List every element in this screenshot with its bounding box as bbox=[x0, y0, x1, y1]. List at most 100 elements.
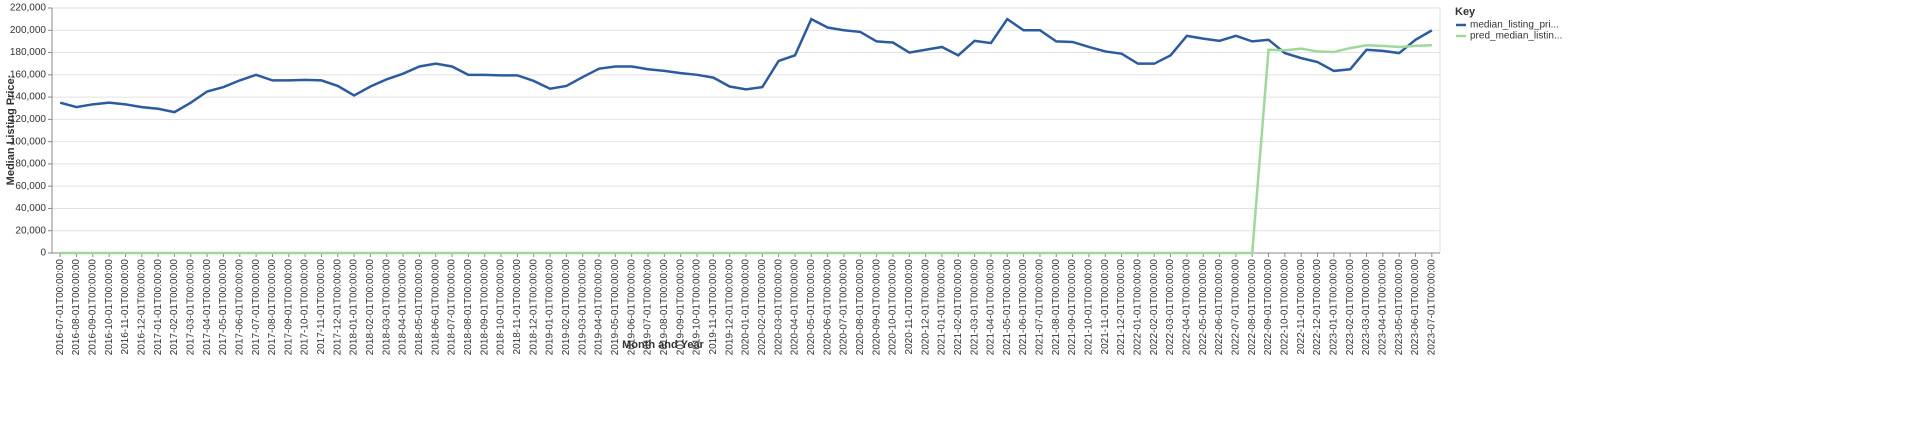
x-tick-label: 2019-04-01T00:00:00 bbox=[594, 259, 605, 356]
x-tick-label: 2021-05-01T00:00:00 bbox=[1002, 259, 1013, 356]
x-tick-label: 2017-01-01T00:00:00 bbox=[153, 259, 164, 356]
x-tick-label: 2018-06-01T00:00:00 bbox=[430, 259, 441, 356]
series-line bbox=[59, 17, 1433, 114]
x-tick-label: 2016-10-01T00:00:00 bbox=[104, 259, 115, 356]
x-tick-label: 2022-01-01T00:00:00 bbox=[1133, 259, 1144, 356]
x-tick-label: 2019-07-01T00:00:00 bbox=[643, 259, 654, 356]
y-tick-label: 40,000 bbox=[15, 203, 46, 214]
x-tick-label: 2023-04-01T00:00:00 bbox=[1377, 259, 1388, 356]
x-tick-label: 2023-03-01T00:00:00 bbox=[1361, 259, 1372, 356]
x-tick-label: 2019-05-01T00:00:00 bbox=[610, 259, 621, 356]
x-tick-label: 2019-12-01T00:00:00 bbox=[724, 259, 735, 356]
x-tick-label: 2022-02-01T00:00:00 bbox=[1149, 259, 1160, 356]
x-tick-label: 2020-03-01T00:00:00 bbox=[773, 259, 784, 356]
y-tick-label: 20,000 bbox=[15, 225, 46, 236]
x-tick-label: 2023-06-01T00:00:00 bbox=[1410, 259, 1421, 356]
y-tick-label: 120,000 bbox=[10, 114, 47, 125]
x-tick-label: 2022-05-01T00:00:00 bbox=[1198, 259, 1209, 356]
x-axis-title: Month and Year bbox=[622, 339, 704, 351]
x-tick-label: 2019-11-01T00:00:00 bbox=[708, 259, 719, 355]
x-tick-label: 2016-12-01T00:00:00 bbox=[136, 259, 147, 356]
x-tick-label: 2018-01-01T00:00:00 bbox=[349, 259, 360, 356]
x-tick-label: 2017-03-01T00:00:00 bbox=[185, 259, 196, 356]
x-tick-label: 2017-10-01T00:00:00 bbox=[300, 259, 311, 356]
y-tick-label: 60,000 bbox=[15, 181, 46, 192]
x-tick-label: 2016-08-01T00:00:00 bbox=[71, 259, 82, 356]
x-tick-label: 2021-11-01T00:00:00 bbox=[1100, 259, 1111, 355]
x-tick-label: 2023-02-01T00:00:00 bbox=[1345, 259, 1356, 356]
x-tick-label: 2017-08-01T00:00:00 bbox=[267, 259, 278, 356]
x-tick-label: 2019-03-01T00:00:00 bbox=[577, 259, 588, 356]
x-tick-label: 2017-12-01T00:00:00 bbox=[332, 259, 343, 356]
x-tick-label: 2021-10-01T00:00:00 bbox=[1084, 259, 1095, 356]
x-tick-label: 2020-02-01T00:00:00 bbox=[757, 259, 768, 356]
x-tick-label: 2018-07-01T00:00:00 bbox=[447, 259, 458, 356]
x-tick-label: 2022-10-01T00:00:00 bbox=[1280, 259, 1291, 356]
x-tick-label: 2019-02-01T00:00:00 bbox=[561, 259, 572, 356]
x-tick-label: 2022-07-01T00:00:00 bbox=[1231, 259, 1242, 356]
x-tick-label: 2020-12-01T00:00:00 bbox=[920, 259, 931, 356]
x-tick-label: 2018-09-01T00:00:00 bbox=[479, 259, 490, 356]
x-tick-label: 2021-06-01T00:00:00 bbox=[1018, 259, 1029, 356]
x-tick-label: 2019-01-01T00:00:00 bbox=[545, 259, 556, 356]
x-tick-label: 2018-10-01T00:00:00 bbox=[496, 259, 507, 356]
y-tick-label: 100,000 bbox=[10, 136, 47, 147]
x-tick-label: 2019-08-01T00:00:00 bbox=[659, 259, 670, 356]
x-tick-label: 2022-04-01T00:00:00 bbox=[1182, 259, 1193, 356]
legend-label: pred_median_listin... bbox=[1470, 31, 1562, 42]
x-tick-label: 2020-01-01T00:00:00 bbox=[741, 259, 752, 356]
x-tick-label: 2017-05-01T00:00:00 bbox=[218, 259, 229, 356]
x-tick-label: 2022-09-01T00:00:00 bbox=[1263, 259, 1274, 356]
x-tick-label: 2021-07-01T00:00:00 bbox=[1035, 259, 1046, 356]
x-tick-label: 2021-04-01T00:00:00 bbox=[986, 259, 997, 356]
x-tick-label: 2018-04-01T00:00:00 bbox=[398, 259, 409, 356]
legend-title: Key bbox=[1455, 6, 1476, 18]
x-tick-label: 2019-06-01T00:00:00 bbox=[626, 259, 637, 356]
x-tick-label: 2020-11-01T00:00:00 bbox=[904, 259, 915, 355]
legend-label: median_listing_pri... bbox=[1470, 20, 1559, 31]
x-tick-label: 2021-12-01T00:00:00 bbox=[1116, 259, 1127, 356]
x-tick-label: 2019-10-01T00:00:00 bbox=[692, 259, 703, 356]
x-tick-label: 2020-06-01T00:00:00 bbox=[822, 259, 833, 356]
x-tick-label: 2022-08-01T00:00:00 bbox=[1247, 259, 1258, 356]
x-tick-label: 2017-06-01T00:00:00 bbox=[234, 259, 245, 356]
y-axis-title: Median Listing Price: bbox=[5, 75, 17, 186]
y-tick-label: 160,000 bbox=[10, 69, 47, 80]
x-tick-label: 2020-05-01T00:00:00 bbox=[806, 259, 817, 356]
x-tick-label: 2018-02-01T00:00:00 bbox=[365, 259, 376, 356]
x-tick-label: 2020-09-01T00:00:00 bbox=[871, 259, 882, 356]
x-tick-label: 2020-07-01T00:00:00 bbox=[839, 259, 850, 356]
x-tick-label: 2021-09-01T00:00:00 bbox=[1067, 259, 1078, 356]
y-tick-label: 180,000 bbox=[10, 47, 47, 58]
x-tick-label: 2018-03-01T00:00:00 bbox=[381, 259, 392, 356]
x-tick-label: 2023-05-01T00:00:00 bbox=[1394, 259, 1405, 356]
x-tick-label: 2023-07-01T00:00:00 bbox=[1426, 259, 1437, 356]
x-tick-label: 2021-02-01T00:00:00 bbox=[953, 259, 964, 356]
x-tick-label: 2017-11-01T00:00:00 bbox=[316, 259, 327, 355]
x-tick-label: 2017-02-01T00:00:00 bbox=[169, 259, 180, 356]
y-tick-label: 200,000 bbox=[10, 25, 47, 36]
x-tick-label: 2017-07-01T00:00:00 bbox=[251, 259, 262, 356]
x-tick-label: 2017-09-01T00:00:00 bbox=[283, 259, 294, 356]
y-tick-label: 140,000 bbox=[10, 92, 47, 103]
x-tick-label: 2018-12-01T00:00:00 bbox=[528, 259, 539, 356]
x-tick-label: 2021-08-01T00:00:00 bbox=[1051, 259, 1062, 356]
x-tick-label: 2016-07-01T00:00:00 bbox=[55, 259, 66, 356]
y-tick-label: 0 bbox=[40, 248, 46, 259]
x-tick-label: 2022-12-01T00:00:00 bbox=[1312, 259, 1323, 356]
x-tick-label: 2018-11-01T00:00:00 bbox=[512, 259, 523, 355]
x-tick-label: 2019-09-01T00:00:00 bbox=[675, 259, 686, 356]
series-line bbox=[60, 44, 1432, 255]
x-tick-label: 2016-09-01T00:00:00 bbox=[87, 259, 98, 356]
x-tick-label: 2018-08-01T00:00:00 bbox=[463, 259, 474, 356]
x-tick-label: 2018-05-01T00:00:00 bbox=[414, 259, 425, 356]
y-tick-label: 80,000 bbox=[15, 159, 46, 170]
y-tick-label: 220,000 bbox=[10, 3, 47, 14]
x-tick-label: 2023-01-01T00:00:00 bbox=[1328, 259, 1339, 356]
x-tick-label: 2016-11-01T00:00:00 bbox=[120, 259, 131, 355]
x-tick-label: 2020-10-01T00:00:00 bbox=[888, 259, 899, 356]
x-tick-label: 2022-11-01T00:00:00 bbox=[1296, 259, 1307, 355]
x-tick-label: 2022-06-01T00:00:00 bbox=[1214, 259, 1225, 356]
x-tick-label: 2020-08-01T00:00:00 bbox=[855, 259, 866, 356]
